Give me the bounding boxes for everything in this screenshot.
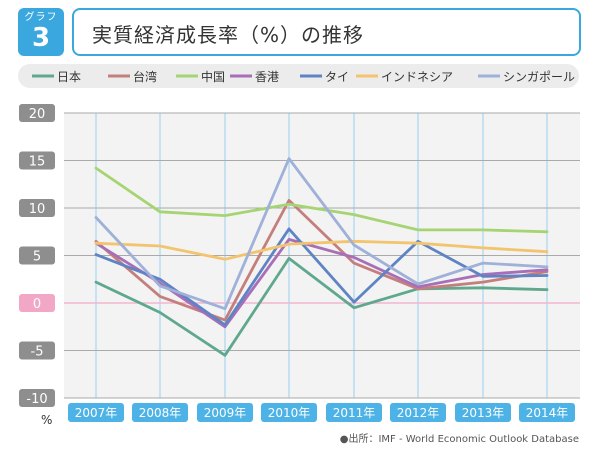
badge-number: 3	[31, 23, 51, 53]
x-tick-label: 2014年	[526, 406, 569, 420]
chart-title: 実質経済成長率（%）の推移	[92, 23, 365, 47]
series-line-0	[94, 256, 549, 357]
graph-number-badge: グラフ 3	[18, 8, 64, 56]
chart-header: グラフ 3 実質経済成長率（%）の推移	[18, 8, 581, 56]
x-tick-box	[519, 403, 575, 422]
x-tick-label: 2012年	[397, 406, 440, 420]
y-tick-box	[19, 389, 55, 407]
badge-label: グラフ	[24, 12, 58, 23]
y-tick-label: -10	[26, 392, 47, 407]
x-tick-box	[197, 403, 253, 422]
x-tick-box	[68, 403, 124, 422]
legend-label-4: タイ	[325, 70, 349, 84]
source-note: ●出所：IMF - World Economic Outlook Databas…	[340, 432, 579, 445]
y-tick-box	[19, 341, 55, 360]
y-tick-box	[19, 294, 55, 312]
series-line-5	[94, 239, 549, 261]
x-tick-label: 2013年	[462, 406, 505, 420]
x-tick-label: 2011年	[333, 406, 376, 420]
x-tick-box	[132, 403, 188, 422]
y-tick-label: 5	[33, 250, 41, 265]
x-tick-label: 2009年	[204, 406, 247, 420]
y-tick-label: -5	[31, 345, 44, 360]
y-tick-label: 10	[29, 202, 46, 217]
legend-label-5: インドネシア	[381, 70, 453, 84]
legend-label-1: 台湾	[133, 69, 157, 84]
y-tick-box	[19, 199, 55, 217]
y-tick-box	[19, 151, 55, 170]
x-tick-box	[390, 403, 446, 422]
x-tick-box	[326, 403, 382, 422]
x-tick-box	[261, 403, 317, 422]
y-axis-unit: %	[41, 413, 52, 427]
x-tick-label: 2010年	[268, 406, 311, 420]
x-tick-box	[455, 403, 511, 422]
legend-label-3: 香港	[255, 70, 279, 84]
y-tick-box	[19, 104, 55, 122]
y-tick-label: 0	[33, 297, 41, 312]
y-tick-label: 15	[29, 155, 46, 170]
series-line-1	[94, 198, 549, 322]
x-tick-label: 2007年	[75, 406, 118, 420]
legend-label-2: 中国	[201, 69, 225, 84]
title-box: 実質経済成長率（%）の推移	[72, 8, 581, 56]
series-line-4	[94, 227, 549, 327]
legend-label-6: シンガポール	[503, 70, 575, 84]
legend-label-0: 日本	[57, 70, 81, 84]
y-tick-box	[19, 246, 55, 265]
y-tick-label: 20	[29, 107, 46, 122]
series-line-6	[94, 157, 549, 311]
x-tick-label: 2008年	[139, 406, 182, 420]
series-line-2	[94, 166, 549, 234]
